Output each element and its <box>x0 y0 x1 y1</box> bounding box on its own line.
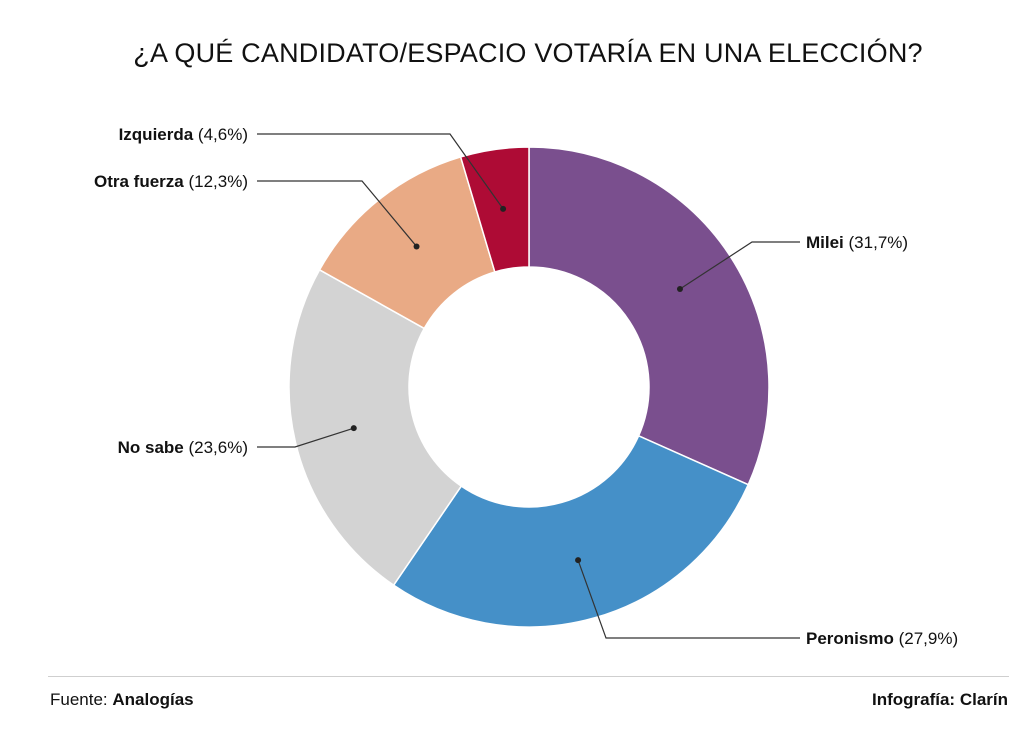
slice-izquierda <box>459 146 530 273</box>
slice-label-name: Milei <box>806 233 844 252</box>
source-prefix: Fuente: <box>50 690 113 709</box>
leader-line <box>679 241 800 290</box>
leader-lines <box>257 133 800 639</box>
slice-label: Milei (31,7%) <box>806 233 908 252</box>
leader-dot <box>500 205 507 212</box>
donut-slices <box>288 146 770 628</box>
leader-dot <box>350 425 357 432</box>
slice-label-name: Otra fuerza <box>94 172 184 191</box>
slice-label-value: (12,3%) <box>184 172 248 191</box>
leader-line <box>257 133 504 210</box>
slice-label-value: (31,7%) <box>844 233 908 252</box>
chart-title: ¿A QUÉ CANDIDATO/ESPACIO VOTARÍA EN UNA … <box>133 38 923 68</box>
slice-label-name: Peronismo <box>806 629 894 648</box>
slice-label-value: (23,6%) <box>184 438 248 457</box>
slice-label-name: Izquierda <box>119 125 194 144</box>
slice-label-value: (27,9%) <box>894 629 958 648</box>
slice-milei <box>528 146 770 486</box>
slice-label: No sabe (23,6%) <box>118 438 248 457</box>
footer-divider <box>48 676 1009 677</box>
slice-no-sabe <box>288 268 463 587</box>
slice-label: Izquierda (4,6%) <box>119 125 248 144</box>
slice-label-value: (4,6%) <box>193 125 248 144</box>
leader-line <box>577 559 800 639</box>
leader-dot <box>413 243 420 250</box>
leader-dot <box>676 285 683 292</box>
leader-line <box>257 427 354 448</box>
credit-note: Infografía: Clarín <box>871 690 1008 709</box>
leader-line <box>257 180 418 247</box>
slice-labels: Milei (31,7%) Peronismo (27,9%) No sabe (2… <box>94 125 958 648</box>
slice-label: Peronismo (27,9%) <box>806 629 958 648</box>
slice-label-name: No sabe <box>118 438 184 457</box>
source-name: Analogías <box>112 690 194 709</box>
slice-label: Otra fuerza (12,3%) <box>94 172 248 191</box>
source-note: Fuente: Analogías <box>50 690 194 710</box>
leader-dot <box>575 557 582 564</box>
donut-chart: Milei (31,7%) Peronismo (27,9%) No sabe (2… <box>94 125 958 648</box>
slice-peronismo <box>392 434 750 628</box>
